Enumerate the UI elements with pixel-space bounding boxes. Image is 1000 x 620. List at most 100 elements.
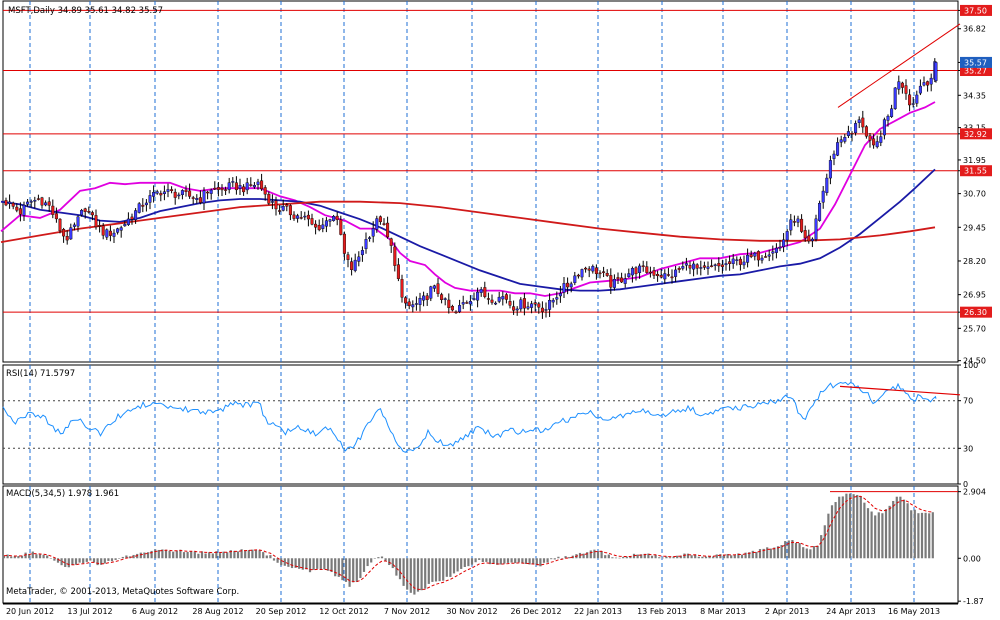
- macd-histogram-bar: [524, 558, 528, 564]
- macd-histogram-bar: [906, 503, 909, 559]
- macd-histogram-bar: [852, 494, 855, 559]
- bull-candle: [836, 142, 840, 156]
- bull-candle: [684, 263, 688, 266]
- bear-candle: [389, 238, 393, 246]
- level-label-box: [960, 4, 992, 16]
- bull-candle: [893, 87, 897, 109]
- macd-histogram-bar: [2, 555, 6, 559]
- bear-candle: [4, 200, 8, 206]
- bull-candle: [461, 302, 465, 305]
- level-label-text: 26.30: [964, 308, 987, 317]
- macd-histogram-bar: [521, 558, 524, 564]
- macd-histogram-bar: [154, 549, 157, 559]
- macd-histogram-bar: [334, 558, 337, 577]
- bull-candle: [922, 82, 926, 86]
- bull-candle: [558, 293, 562, 297]
- bull-candle: [897, 81, 901, 90]
- bear-candle: [342, 233, 346, 254]
- macd-histogram-bar: [143, 552, 146, 559]
- bear-candle: [440, 294, 444, 300]
- macd-histogram-bar: [236, 551, 240, 559]
- macd-tick-label: 2.904: [963, 488, 986, 497]
- bull-candle: [573, 275, 577, 283]
- bear-candle: [94, 215, 98, 228]
- bull-candle: [112, 232, 116, 237]
- date-tick-label: 7 Nov 2012: [384, 607, 430, 616]
- bear-candle: [425, 295, 429, 300]
- macd-histogram-bar: [895, 496, 898, 559]
- macd-histogram-bar: [46, 555, 49, 559]
- bull-candle: [270, 201, 274, 203]
- macd-histogram-bar: [629, 556, 632, 559]
- bull-candle: [324, 220, 328, 227]
- date-tick-label: 2 Apr 2013: [765, 607, 809, 616]
- bull-candle: [699, 267, 703, 269]
- macd-histogram-bar: [827, 513, 830, 559]
- bull-candle: [515, 308, 519, 311]
- macd-histogram-bar: [53, 558, 56, 561]
- macd-histogram-bar: [931, 512, 934, 559]
- rsi-panel: 100 70 30 0: [2, 361, 978, 489]
- macd-histogram-bar: [312, 558, 315, 570]
- macd-histogram-bar: [107, 558, 110, 561]
- bear-candle: [486, 298, 490, 300]
- bull-candle: [569, 283, 573, 288]
- macd-histogram-bar: [85, 558, 88, 562]
- macd-histogram-bar: [557, 556, 560, 559]
- bear-candle: [702, 265, 706, 268]
- macd-histogram-bar: [247, 550, 250, 559]
- bear-candle: [249, 184, 253, 186]
- rsi-panel-border: [2, 364, 959, 485]
- bull-candle: [80, 209, 84, 216]
- macd-histogram-bar: [812, 546, 816, 559]
- macd-tick-label: 0.00: [963, 554, 981, 563]
- macd-histogram-bar: [694, 554, 697, 559]
- macd-histogram-bar: [712, 556, 715, 559]
- macd-panel-title: MACD(5,34,5) 1.978 1.961: [6, 489, 119, 499]
- macd-histogram-bar: [560, 558, 564, 559]
- macd-histogram-bar: [596, 551, 600, 559]
- macd-histogram-bar: [791, 540, 794, 559]
- bull-candle: [476, 291, 480, 301]
- bull-candle: [753, 252, 757, 257]
- macd-histogram-bar: [492, 558, 495, 564]
- bear-candle: [267, 193, 271, 204]
- bull-candle: [296, 215, 300, 219]
- bear-candle: [504, 294, 508, 300]
- bull-candle: [911, 103, 915, 105]
- macd-histogram-bar: [467, 558, 470, 567]
- bull-candle: [854, 123, 858, 133]
- macd-histogram-bar: [424, 558, 427, 589]
- bear-candle: [656, 274, 660, 277]
- macd-histogram-bar: [535, 558, 538, 566]
- price-tick-label: 29.45: [963, 223, 986, 232]
- bear-candle: [198, 197, 202, 203]
- macd-histogram-bar: [665, 556, 668, 559]
- bull-candle: [119, 227, 123, 231]
- bull-candle: [630, 268, 634, 276]
- macd-histogram-bar: [676, 555, 679, 559]
- level-label-text: 35.27: [964, 67, 987, 76]
- bear-candle: [90, 212, 94, 216]
- bull-candle: [443, 298, 447, 300]
- bull-candle: [72, 224, 76, 227]
- macd-histogram-bar: [265, 555, 268, 559]
- macd-histogram-bar: [89, 558, 92, 561]
- bear-candle: [314, 223, 318, 228]
- current-price-label: 35.57: [964, 58, 987, 67]
- macd-histogram-bar: [56, 558, 60, 563]
- macd-histogram-bar: [164, 549, 168, 559]
- bull-candle: [411, 304, 415, 308]
- bull-candle: [526, 306, 530, 309]
- bear-candle: [220, 187, 224, 191]
- macd-histogram-bar: [71, 558, 74, 566]
- macd-histogram-bar: [280, 558, 283, 566]
- bull-candle: [814, 218, 818, 240]
- macd-histogram-bar: [625, 556, 628, 559]
- date-tick-label: 20 Sep 2012: [256, 607, 307, 616]
- macd-histogram-bar: [550, 558, 553, 560]
- macd-histogram-bar: [701, 556, 704, 559]
- macd-histogram-bar: [542, 558, 546, 563]
- bull-candle: [126, 218, 130, 225]
